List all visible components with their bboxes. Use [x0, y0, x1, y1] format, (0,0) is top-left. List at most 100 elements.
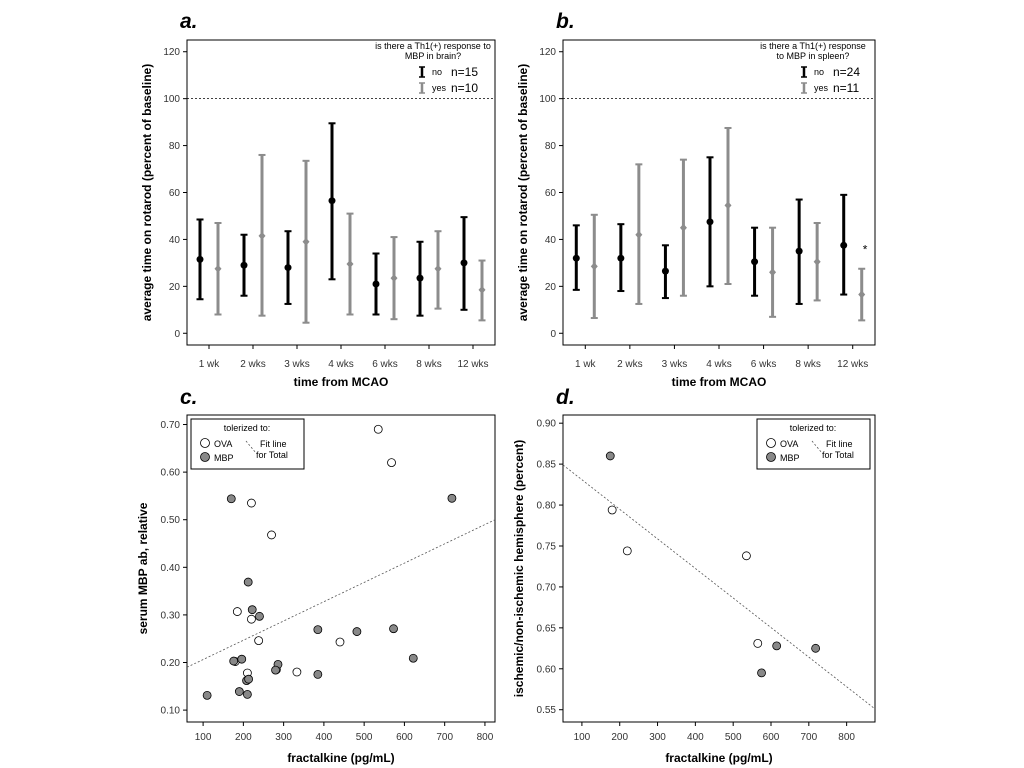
y-tick-label: 0: [174, 329, 180, 340]
legend-entry-OVA: OVA: [780, 439, 798, 449]
x-tick-label: 400: [687, 732, 704, 743]
x-axis-label: time from MCAO: [672, 375, 767, 389]
data-point-MBP: [226, 494, 236, 504]
y-tick-label: 0.60: [537, 664, 557, 675]
y-tick-label: 120: [163, 47, 180, 58]
data-point-OVA: [292, 667, 302, 677]
legend-fitline-swatch: [245, 440, 257, 454]
x-tick-label: 300: [275, 732, 292, 743]
x-axis-label: fractalkine (pg/mL): [665, 751, 772, 765]
legend-n-yes: n=10: [451, 81, 478, 95]
mean-point-yes: [679, 223, 687, 232]
data-point-MBP: [271, 665, 280, 675]
x-tick-label: 100: [195, 732, 212, 743]
legend-marker-MBP: [766, 452, 776, 462]
legend-title: is there a Th1(+) response to: [375, 41, 491, 51]
data-point-MBP: [202, 690, 212, 700]
y-tick-label: 40: [169, 235, 181, 246]
data-point-OVA: [335, 637, 345, 647]
significance-annotation: *: [863, 242, 868, 256]
data-point-MBP: [255, 611, 264, 621]
mean-point-yes: [214, 264, 222, 273]
legend-entry-no: no: [432, 67, 442, 77]
y-tick-label: 120: [539, 47, 556, 58]
x-tick-label: 4 wks: [706, 359, 732, 370]
x-tick-label: 1 wk: [199, 359, 221, 370]
data-point-MBP: [757, 668, 766, 678]
data-point-OVA: [742, 551, 751, 561]
y-tick-label: 0.70: [161, 420, 181, 431]
data-point-MBP: [408, 653, 418, 663]
plot-frame-1: [562, 39, 876, 346]
x-tick-label: 6 wks: [372, 359, 398, 370]
y-tick-label: 0.85: [537, 460, 557, 471]
data-point-MBP: [247, 605, 257, 615]
legend-title: to MBP in spleen?: [777, 51, 850, 61]
data-point-MBP: [234, 687, 244, 696]
data-point-OVA: [753, 639, 763, 648]
mean-point-no: [372, 280, 380, 288]
legend-marker-OVA: [200, 438, 210, 448]
data-point-OVA: [247, 498, 256, 508]
data-point-MBP: [389, 624, 398, 634]
legend-entry-yes: yes: [814, 83, 829, 93]
mean-point-no: [460, 259, 468, 267]
y-tick-label: 0.30: [161, 610, 181, 621]
legend-box: [190, 418, 305, 470]
legend-entry-MBP: MBP: [214, 453, 234, 463]
x-tick-label: 2 wks: [617, 359, 643, 370]
y-tick-label: 0.80: [537, 501, 557, 512]
fit-line: [562, 464, 876, 710]
legend-title: tolerized to:: [790, 423, 837, 433]
y-tick-label: 0.65: [537, 623, 557, 634]
mean-point-yes: [390, 274, 398, 283]
data-point-MBP: [313, 670, 323, 679]
y-tick-label: 0.50: [161, 515, 181, 526]
x-tick-label: 12 wks: [837, 359, 868, 370]
legend-fitline-label: Fit line: [826, 439, 853, 449]
y-tick-label: 100: [163, 94, 180, 105]
x-tick-label: 8 wks: [416, 359, 442, 370]
mean-point-yes: [635, 230, 643, 239]
legend-box: [756, 418, 871, 470]
data-point-MBP: [313, 625, 323, 635]
legend-fitline-label: for Total: [256, 450, 288, 460]
y-axis-label: ischemic/non-ischemic hemisphere (percen…: [512, 440, 526, 697]
x-tick-label: 8 wks: [795, 359, 821, 370]
mean-point-no: [661, 267, 669, 275]
mean-point-no: [196, 255, 204, 263]
data-point-MBP: [605, 451, 615, 461]
mean-point-no: [840, 241, 848, 249]
mean-point-yes: [258, 231, 266, 240]
x-tick-label: 1 wk: [575, 359, 597, 370]
x-tick-label: 200: [235, 732, 252, 743]
mean-point-yes: [858, 290, 866, 299]
x-tick-label: 800: [838, 732, 855, 743]
y-tick-label: 40: [545, 235, 557, 246]
plots-layer: 0 20 40 60 80 100 120 1 wk 2 wks 3 wks 4 wks 6 wks 8…: [136, 39, 876, 765]
y-tick-label: 60: [169, 188, 181, 199]
data-point-MBP: [811, 643, 821, 653]
legend-entry-OVA: OVA: [214, 439, 232, 449]
y-axis-label: average time on rotarod (percent of base…: [516, 64, 530, 321]
mean-point-yes: [813, 257, 821, 266]
x-axis-label: fractalkine (pg/mL): [287, 751, 394, 765]
plot-frame-3: [562, 414, 876, 723]
x-tick-label: 700: [800, 732, 817, 743]
x-tick-label: 6 wks: [751, 359, 777, 370]
y-tick-label: 0: [550, 329, 556, 340]
data-point-MBP: [243, 577, 253, 587]
data-point-MBP: [244, 674, 254, 684]
mean-point-yes: [590, 262, 598, 271]
mean-point-no: [328, 197, 336, 205]
mean-point-no: [284, 264, 292, 272]
y-tick-label: 0.70: [537, 582, 557, 593]
plot-frame-2: [186, 414, 496, 723]
mean-point-yes: [434, 264, 442, 273]
x-tick-label: 3 wks: [662, 359, 688, 370]
mean-point-no: [617, 254, 625, 262]
mean-point-no: [795, 247, 803, 255]
data-point-MBP: [242, 689, 252, 699]
panel-letter-b: b.: [556, 10, 575, 33]
x-tick-label: 12 wks: [457, 359, 488, 370]
